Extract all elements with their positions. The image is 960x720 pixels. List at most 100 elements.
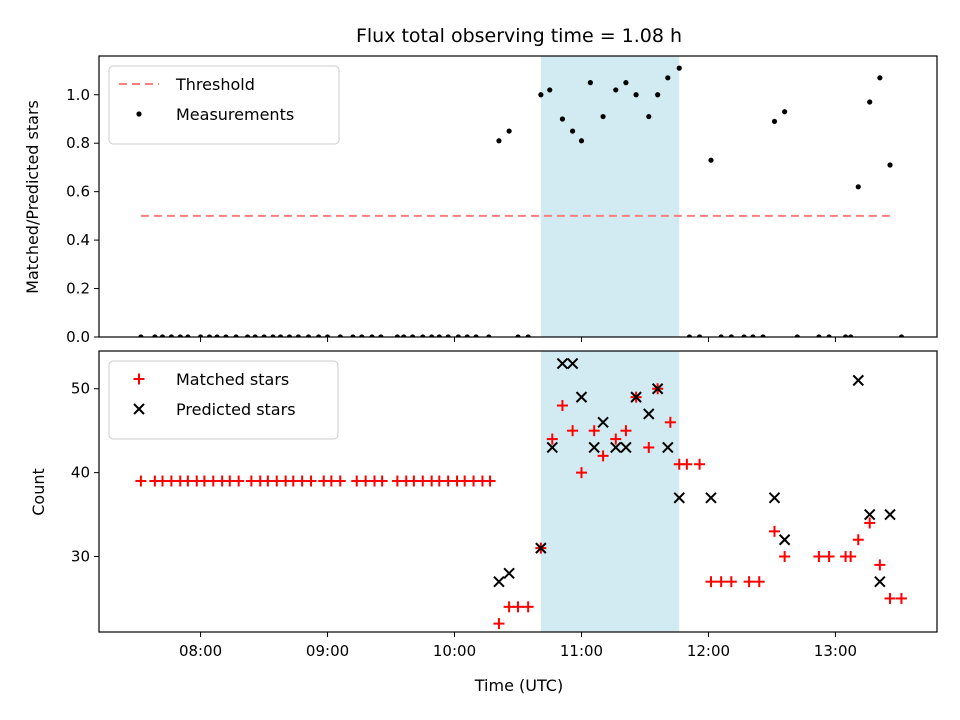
measurement-point bbox=[410, 334, 416, 337]
measurement-point bbox=[394, 334, 400, 337]
measurement-point bbox=[525, 334, 531, 337]
x-tick-label: 11:00 bbox=[560, 642, 603, 660]
measurement-point bbox=[782, 109, 788, 115]
legend-box bbox=[108, 360, 339, 440]
matched-star-point bbox=[567, 425, 579, 437]
chart-title: Flux total observing time = 1.08 h bbox=[356, 25, 682, 47]
measurement-point bbox=[401, 334, 407, 337]
predicted-star-point bbox=[643, 408, 655, 420]
measurement-point bbox=[665, 75, 671, 81]
matched-star-point bbox=[305, 475, 317, 487]
bottom-panel: 30 40 50 08:00 09:00 10:00 11:00 12:00 13:00 Matc… bbox=[71, 350, 938, 660]
legend-label: Matched stars bbox=[176, 370, 289, 389]
y-tick-label: 0.2 bbox=[66, 280, 90, 298]
legend-matched-handle bbox=[133, 373, 145, 385]
matched-star-point bbox=[743, 576, 755, 588]
measurement-point bbox=[718, 334, 724, 337]
predicted-star-point bbox=[588, 441, 600, 454]
x-axis-label: Time (UTC) bbox=[474, 676, 563, 695]
measurement-point bbox=[613, 87, 619, 93]
matched-star-point bbox=[610, 433, 622, 445]
measurement-point bbox=[455, 334, 461, 337]
measurement-point bbox=[295, 334, 301, 337]
predicted-star-point bbox=[597, 416, 609, 429]
matched-star-point bbox=[512, 601, 524, 613]
measurement-point bbox=[350, 334, 356, 337]
predicted-star-point bbox=[575, 391, 588, 403]
measurement-point bbox=[177, 334, 183, 337]
plot-area bbox=[138, 56, 905, 337]
measurement-point bbox=[867, 99, 873, 105]
measurement-point bbox=[316, 334, 322, 337]
matched-star-point bbox=[334, 475, 346, 487]
measurement-point bbox=[676, 65, 682, 71]
matched-star-point bbox=[725, 576, 737, 588]
measurement-point bbox=[486, 334, 492, 337]
matched-star-point bbox=[813, 551, 825, 563]
legend-predicted-handle bbox=[133, 403, 145, 415]
matched-star-point bbox=[753, 576, 765, 588]
matched-star-point bbox=[823, 551, 835, 563]
measurement-point bbox=[445, 334, 451, 337]
matched-star-point bbox=[705, 576, 717, 588]
measurement-point bbox=[305, 334, 312, 337]
top-panel: 0.0 0.2 0.4 0.6 0.8 1.0 Threshold Measurements bbox=[66, 55, 938, 346]
matched-star-point bbox=[779, 551, 791, 563]
measurement-point bbox=[623, 80, 629, 86]
observing-span bbox=[540, 56, 680, 337]
measurement-point bbox=[277, 334, 284, 337]
measurement-point bbox=[261, 334, 267, 337]
x-tick-label: 10:00 bbox=[433, 642, 476, 660]
matched-star-point bbox=[884, 592, 896, 604]
matched-star-point bbox=[484, 475, 496, 487]
matched-star-point bbox=[556, 400, 568, 412]
measurement-point bbox=[152, 334, 158, 337]
bottom-y-axis-label: Count bbox=[29, 468, 48, 516]
measurement-point bbox=[794, 334, 800, 337]
measurement-point bbox=[496, 138, 502, 144]
matched-star-point bbox=[493, 618, 505, 630]
measurement-point bbox=[646, 113, 652, 120]
predicted-star-point bbox=[863, 508, 876, 521]
measurement-point bbox=[197, 334, 204, 337]
series-predicted-stars bbox=[493, 357, 896, 588]
predicted-star-point bbox=[778, 534, 791, 546]
measurement-point bbox=[185, 334, 191, 337]
measurement-point bbox=[578, 138, 585, 144]
matched-star-point bbox=[620, 425, 632, 437]
legend-label: Threshold bbox=[175, 75, 255, 94]
predicted-star-point bbox=[566, 357, 579, 370]
measurement-point bbox=[429, 334, 435, 337]
x-tick-label: 08:00 bbox=[179, 642, 222, 660]
measurement-point bbox=[436, 334, 442, 337]
measurement-point bbox=[337, 334, 343, 337]
legend-measurements-handle bbox=[136, 111, 142, 117]
predicted-star-point bbox=[620, 441, 632, 454]
measurement-point bbox=[842, 334, 849, 337]
predicted-star-point bbox=[673, 492, 685, 504]
predicted-star-point bbox=[884, 508, 896, 521]
y-tick-label: 30 bbox=[71, 548, 90, 566]
measurement-point bbox=[547, 87, 553, 93]
predicted-star-point bbox=[546, 441, 558, 454]
matched-star-point bbox=[643, 441, 655, 453]
measurement-point bbox=[898, 334, 905, 337]
measurement-point bbox=[771, 118, 778, 125]
matched-star-point bbox=[845, 551, 857, 563]
y-tick-label: 0.8 bbox=[66, 134, 90, 152]
legend-label: Measurements bbox=[176, 105, 294, 124]
series-measurements bbox=[138, 65, 905, 337]
legend-box bbox=[108, 65, 340, 145]
measurement-point bbox=[826, 334, 832, 337]
measurement-point bbox=[686, 334, 693, 337]
y-tick-label: 0.0 bbox=[66, 328, 90, 346]
measurement-point bbox=[760, 334, 766, 337]
predicted-star-point bbox=[630, 391, 642, 403]
x-tick-label: 09:00 bbox=[306, 642, 349, 660]
measurement-point bbox=[206, 334, 213, 337]
measurement-point bbox=[359, 334, 365, 337]
measurement-point bbox=[559, 116, 566, 122]
predicted-star-point bbox=[768, 492, 781, 504]
predicted-star-point bbox=[852, 374, 864, 387]
